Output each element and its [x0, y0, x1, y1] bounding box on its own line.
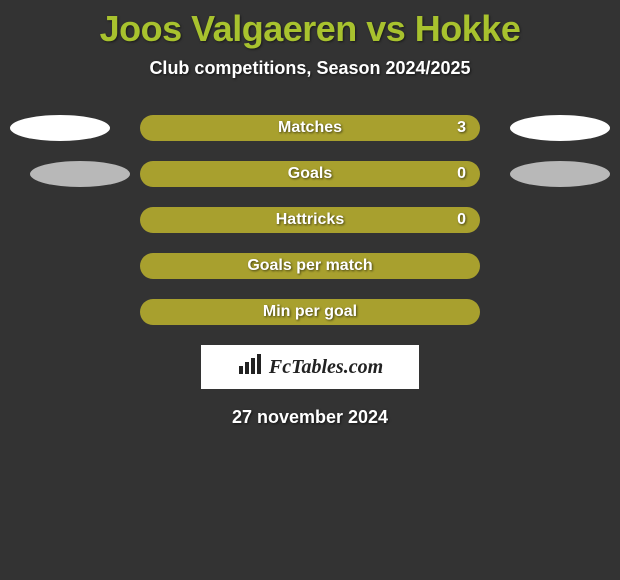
stat-row-matches: Matches 3 — [0, 115, 620, 141]
stat-label: Matches — [278, 119, 342, 137]
stat-bar: Min per goal — [140, 299, 480, 325]
stat-row-min-per-goal: Min per goal — [0, 299, 620, 325]
ellipse-icon — [510, 161, 610, 187]
stat-bar: Goals per match — [140, 253, 480, 279]
bar-chart-icon — [237, 352, 265, 382]
stat-row-goals: Goals 0 — [0, 161, 620, 187]
ellipse-icon — [10, 115, 110, 141]
stat-label: Goals — [288, 165, 332, 183]
brand-box[interactable]: FcTables.com — [201, 345, 419, 389]
page-title: Joos Valgaeren vs Hokke — [0, 8, 620, 50]
stat-bar: Goals 0 — [140, 161, 480, 187]
stat-bar: Hattricks 0 — [140, 207, 480, 233]
brand-label: FcTables.com — [269, 356, 383, 379]
date-label: 27 november 2024 — [0, 407, 620, 428]
stat-value: 3 — [457, 119, 466, 137]
stat-row-goals-per-match: Goals per match — [0, 253, 620, 279]
page-subtitle: Club competitions, Season 2024/2025 — [0, 58, 620, 79]
stat-value: 0 — [457, 165, 466, 183]
widget-container: Joos Valgaeren vs Hokke Club competition… — [0, 8, 620, 428]
stat-bar: Matches 3 — [140, 115, 480, 141]
stats-area: Matches 3 Goals 0 Hattricks 0 Goals per … — [0, 115, 620, 428]
stat-row-hattricks: Hattricks 0 — [0, 207, 620, 233]
stat-label: Min per goal — [263, 303, 357, 321]
stat-label: Goals per match — [247, 257, 372, 275]
ellipse-icon — [30, 161, 130, 187]
ellipse-icon — [510, 115, 610, 141]
brand-text: FcTables.com — [237, 352, 383, 382]
stat-label: Hattricks — [276, 211, 344, 229]
stat-value: 0 — [457, 211, 466, 229]
